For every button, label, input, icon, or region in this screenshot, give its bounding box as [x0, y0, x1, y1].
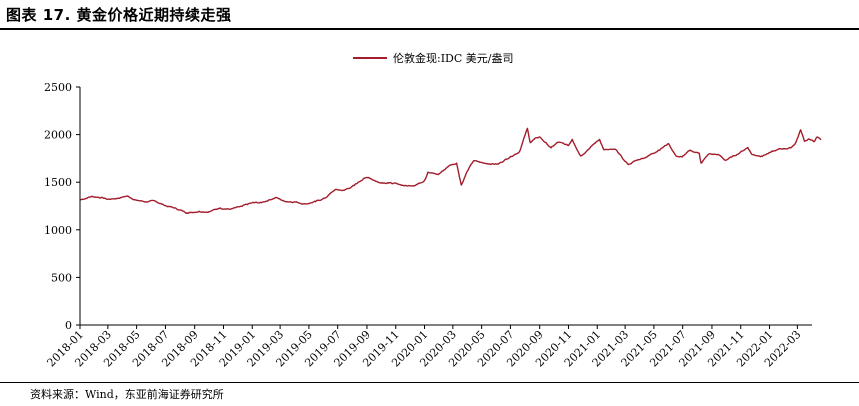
y-tick-label: 0: [65, 319, 72, 332]
figure-title: 图表 17. 黄金价格近期持续走强: [6, 6, 232, 24]
y-tick-label: 2500: [44, 81, 72, 94]
y-tick-label: 1000: [44, 224, 72, 237]
x-axis: 2018-012018-032018-052018-072018-092018-…: [45, 324, 812, 369]
series-line-gold-spot: [80, 127, 822, 215]
legend: 伦敦金现:IDC 美元/盎司: [353, 51, 514, 65]
gold-price-chart: 伦敦金现:IDC 美元/盎司 0 500 1000 1500 2000 2500 2018…: [44, 51, 822, 369]
title-rule: [0, 28, 859, 30]
y-tick-label: 1500: [44, 176, 72, 189]
legend-label: 伦敦金现:IDC 美元/盎司: [393, 51, 514, 65]
source-note: 资料来源：Wind，东亚前海证券研究所: [30, 388, 224, 401]
source-rule: [0, 382, 859, 383]
y-tick-label: 500: [51, 271, 72, 284]
y-axis: 0 500 1000 1500 2000 2500: [44, 81, 81, 332]
y-tick-label: 2000: [44, 129, 72, 142]
